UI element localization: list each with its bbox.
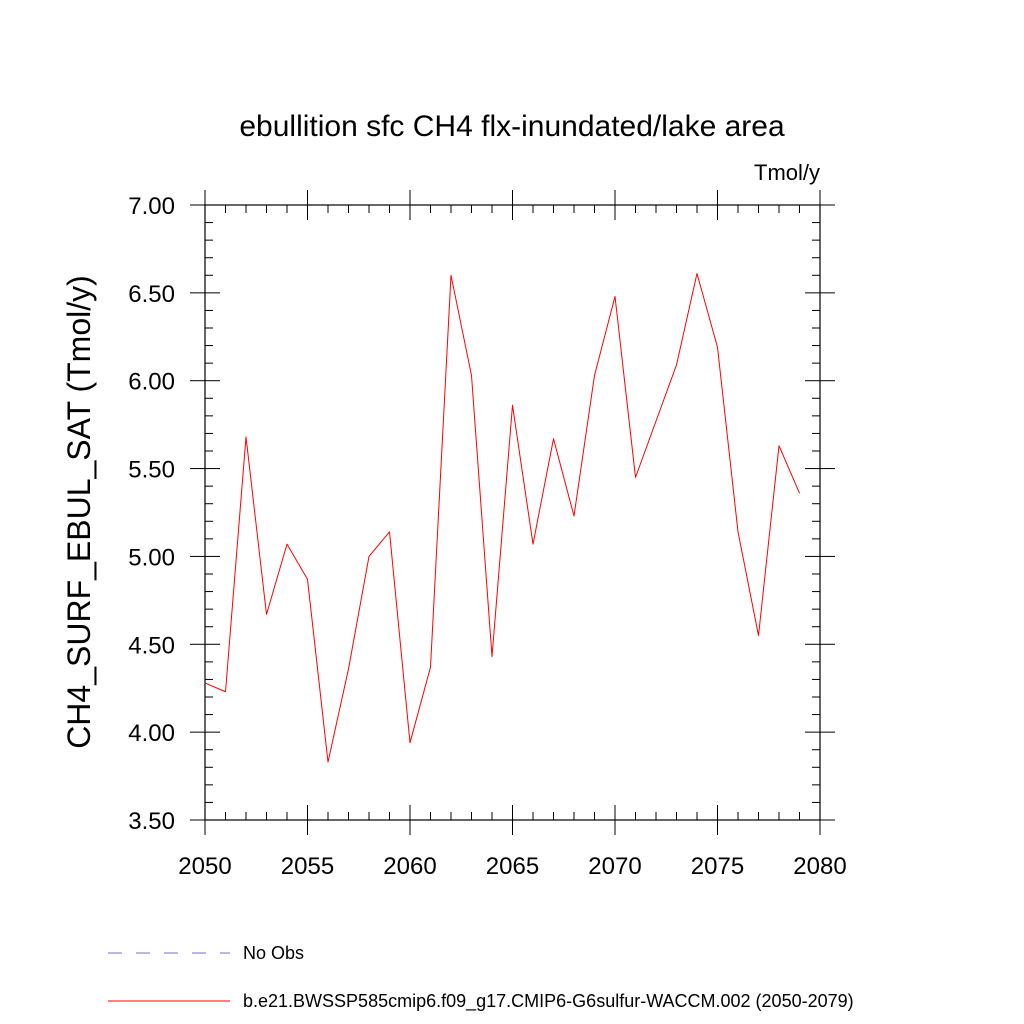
legend-label-model: b.e21.BWSSP585cmip6.f09_g17.CMIP6-G6sulf… [243, 991, 854, 1012]
y-tick-label: 7.00 [128, 193, 175, 220]
x-tick-label: 2050 [178, 853, 231, 880]
y-tick-label: 4.50 [128, 632, 175, 659]
legend: No Obs b.e21.BWSSP585cmip6.f09_g17.CMIP6… [108, 943, 854, 1012]
y-axis-label: CH4_SURF_EBUL_SAT (Tmol/y) [61, 275, 97, 749]
y-tick-label: 3.50 [128, 808, 175, 835]
x-tick-label: 2055 [281, 853, 334, 880]
x-tick-label: 2075 [691, 853, 744, 880]
y-tick-labels: 3.50 4.00 4.50 5.00 5.50 6.00 6.50 7.00 [128, 193, 175, 835]
series-line [204, 273, 800, 763]
axis-ticks [190, 190, 835, 835]
x-tick-label: 2070 [588, 853, 641, 880]
plot-frame [204, 204, 821, 821]
units-label: Tmol/y [754, 160, 820, 185]
y-tick-label: 6.50 [128, 281, 175, 308]
series-lines [204, 273, 800, 763]
y-tick-label: 6.00 [128, 369, 175, 396]
x-tick-label: 2060 [383, 853, 436, 880]
y-tick-label: 5.00 [128, 544, 175, 571]
x-tick-labels: 2050 2055 2060 2065 2070 2075 2080 [178, 853, 846, 880]
x-tick-label: 2080 [793, 853, 846, 880]
chart-title: ebullition sfc CH4 flx-inundated/lake ar… [239, 110, 785, 143]
y-tick-label: 4.00 [128, 720, 175, 747]
x-tick-label: 2065 [486, 853, 539, 880]
legend-label-no-obs: No Obs [243, 943, 304, 963]
y-tick-label: 5.50 [128, 457, 175, 484]
